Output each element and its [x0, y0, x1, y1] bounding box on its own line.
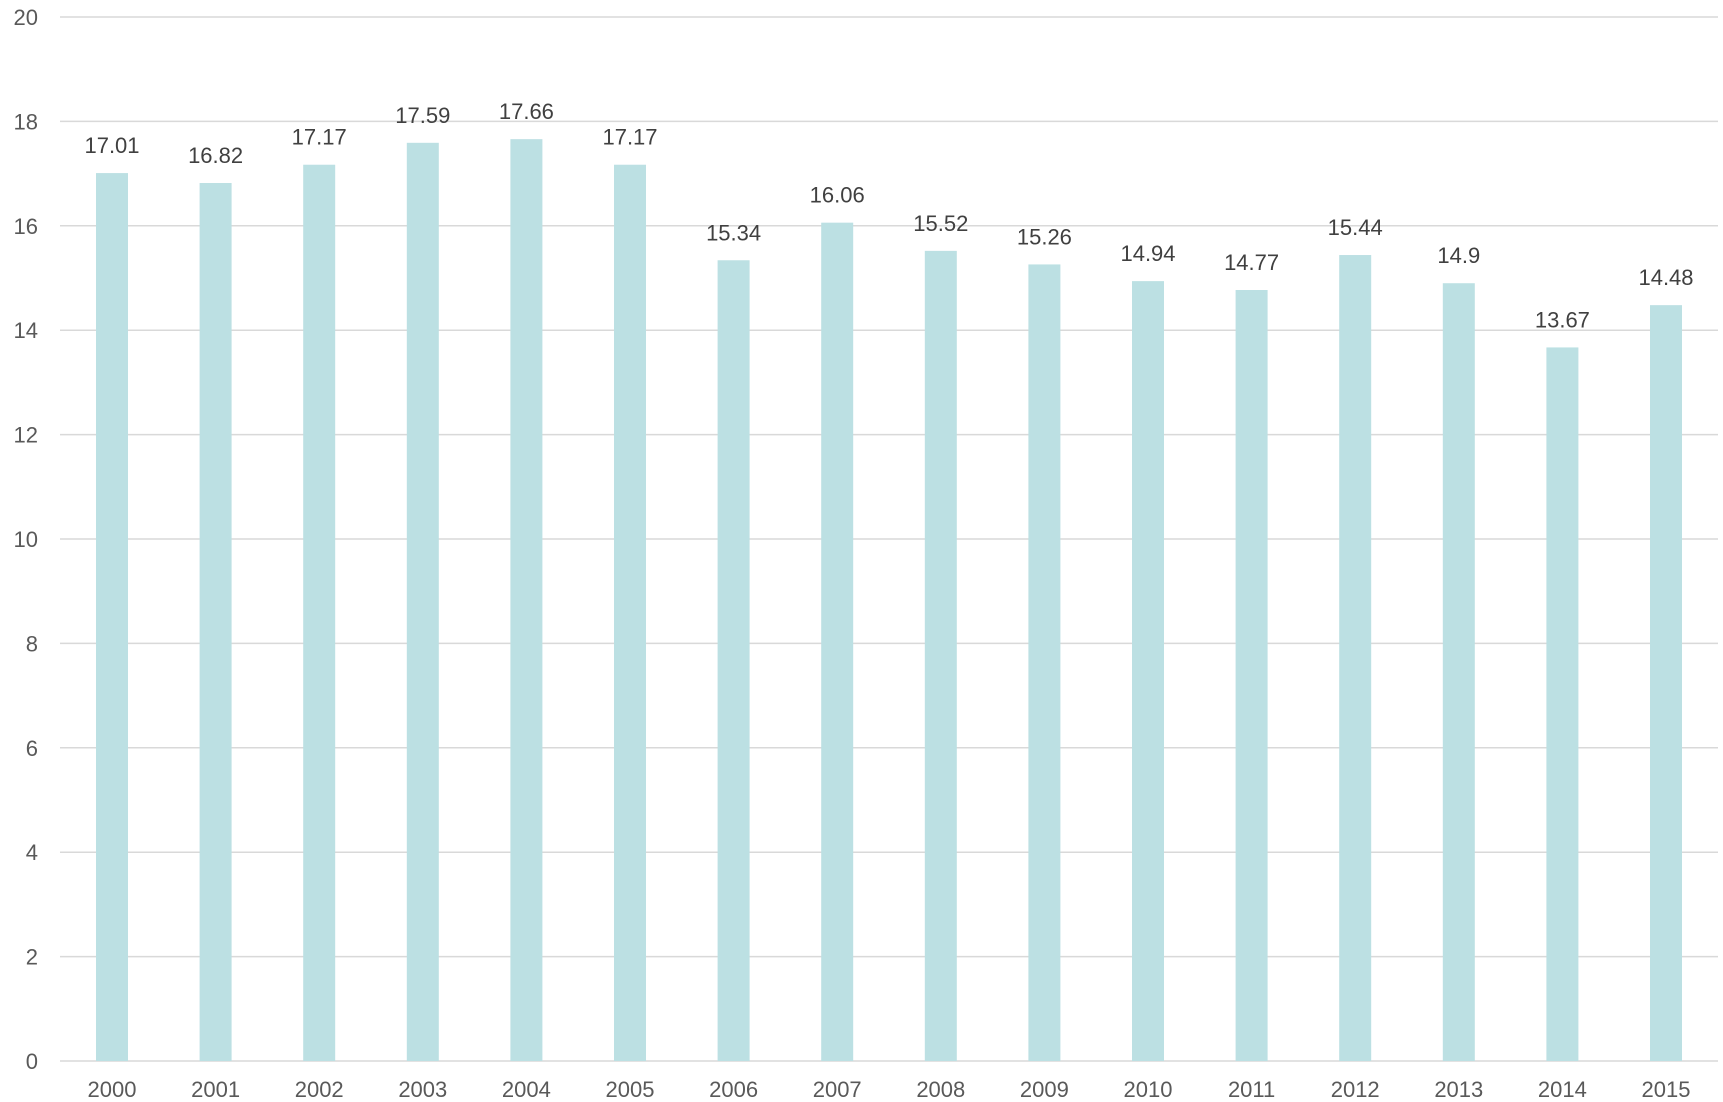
bar-2014 [1546, 347, 1579, 1061]
x-tick-label: 2011 [1228, 1077, 1275, 1102]
x-axis-ticks: 2000 2001 2002 2003 2004 2005 2006 2007 2008 2009… [88, 1077, 1691, 1102]
data-label: 17.66 [499, 99, 554, 124]
data-label: 14.48 [1638, 265, 1693, 290]
data-label: 17.59 [395, 103, 450, 128]
y-tick-label: 16 [14, 214, 38, 239]
x-tick-label: 2002 [295, 1077, 344, 1102]
data-label: 17.17 [292, 125, 347, 150]
data-label: 13.67 [1535, 307, 1590, 332]
data-label: 16.06 [810, 183, 865, 208]
x-tick-label: 2001 [191, 1077, 240, 1102]
bar-2007 [821, 222, 854, 1062]
x-tick-label: 2004 [502, 1077, 551, 1102]
data-labels: 17.01 16.82 17.17 17.59 17.66 17.17 15.34 16.06… [84, 99, 1693, 332]
bar-2000 [96, 173, 128, 1061]
data-label: 16.82 [188, 143, 243, 168]
data-label: 15.34 [706, 220, 761, 245]
bar-2011 [1235, 290, 1268, 1062]
bar-2013 [1442, 283, 1475, 1062]
bar-2006 [717, 260, 750, 1061]
data-label: 17.01 [84, 133, 139, 158]
x-tick-label: 2009 [1020, 1077, 1069, 1102]
bar-2009 [1028, 264, 1061, 1062]
gridlines [60, 16, 1718, 1062]
bar-2005 [614, 164, 646, 1061]
bar-2004 [510, 139, 543, 1061]
data-label: 15.26 [1017, 224, 1072, 249]
y-tick-label: 12 [14, 423, 38, 448]
y-tick-label: 20 [14, 5, 38, 30]
data-label: 17.17 [602, 125, 657, 150]
x-tick-label: 2014 [1538, 1077, 1587, 1102]
y-axis-ticks: 0 2 4 6 8 10 12 14 16 18 20 [14, 5, 38, 1074]
data-label: 14.94 [1120, 241, 1175, 266]
y-tick-label: 4 [26, 840, 38, 865]
bar-2003 [406, 142, 439, 1061]
x-tick-label: 2010 [1124, 1077, 1173, 1102]
x-tick-label: 2012 [1331, 1077, 1380, 1102]
y-tick-label: 18 [14, 109, 38, 134]
bar-2002 [303, 164, 336, 1061]
y-tick-label: 2 [26, 945, 38, 970]
x-tick-label: 2015 [1642, 1077, 1691, 1102]
y-tick-label: 14 [14, 318, 38, 343]
bars [96, 139, 1682, 1062]
bar-2001 [199, 182, 232, 1062]
y-tick-label: 10 [14, 527, 38, 552]
bar-2015 [1650, 305, 1682, 1061]
y-tick-label: 8 [26, 631, 38, 656]
bar-2012 [1339, 255, 1372, 1062]
y-tick-label: 6 [26, 736, 38, 761]
y-tick-label: 0 [26, 1049, 38, 1074]
bar-2008 [924, 250, 957, 1061]
x-tick-label: 2000 [88, 1077, 137, 1102]
x-tick-label: 2007 [813, 1077, 862, 1102]
x-tick-label: 2013 [1434, 1077, 1483, 1102]
x-tick-label: 2003 [398, 1077, 447, 1102]
data-label: 15.52 [913, 211, 968, 236]
x-tick-label: 2008 [916, 1077, 965, 1102]
x-tick-label: 2005 [606, 1077, 655, 1102]
data-label: 14.9 [1437, 243, 1480, 268]
x-tick-label: 2006 [709, 1077, 758, 1102]
data-label: 14.77 [1224, 250, 1279, 275]
bar-2010 [1132, 281, 1164, 1062]
data-label: 15.44 [1328, 215, 1383, 240]
